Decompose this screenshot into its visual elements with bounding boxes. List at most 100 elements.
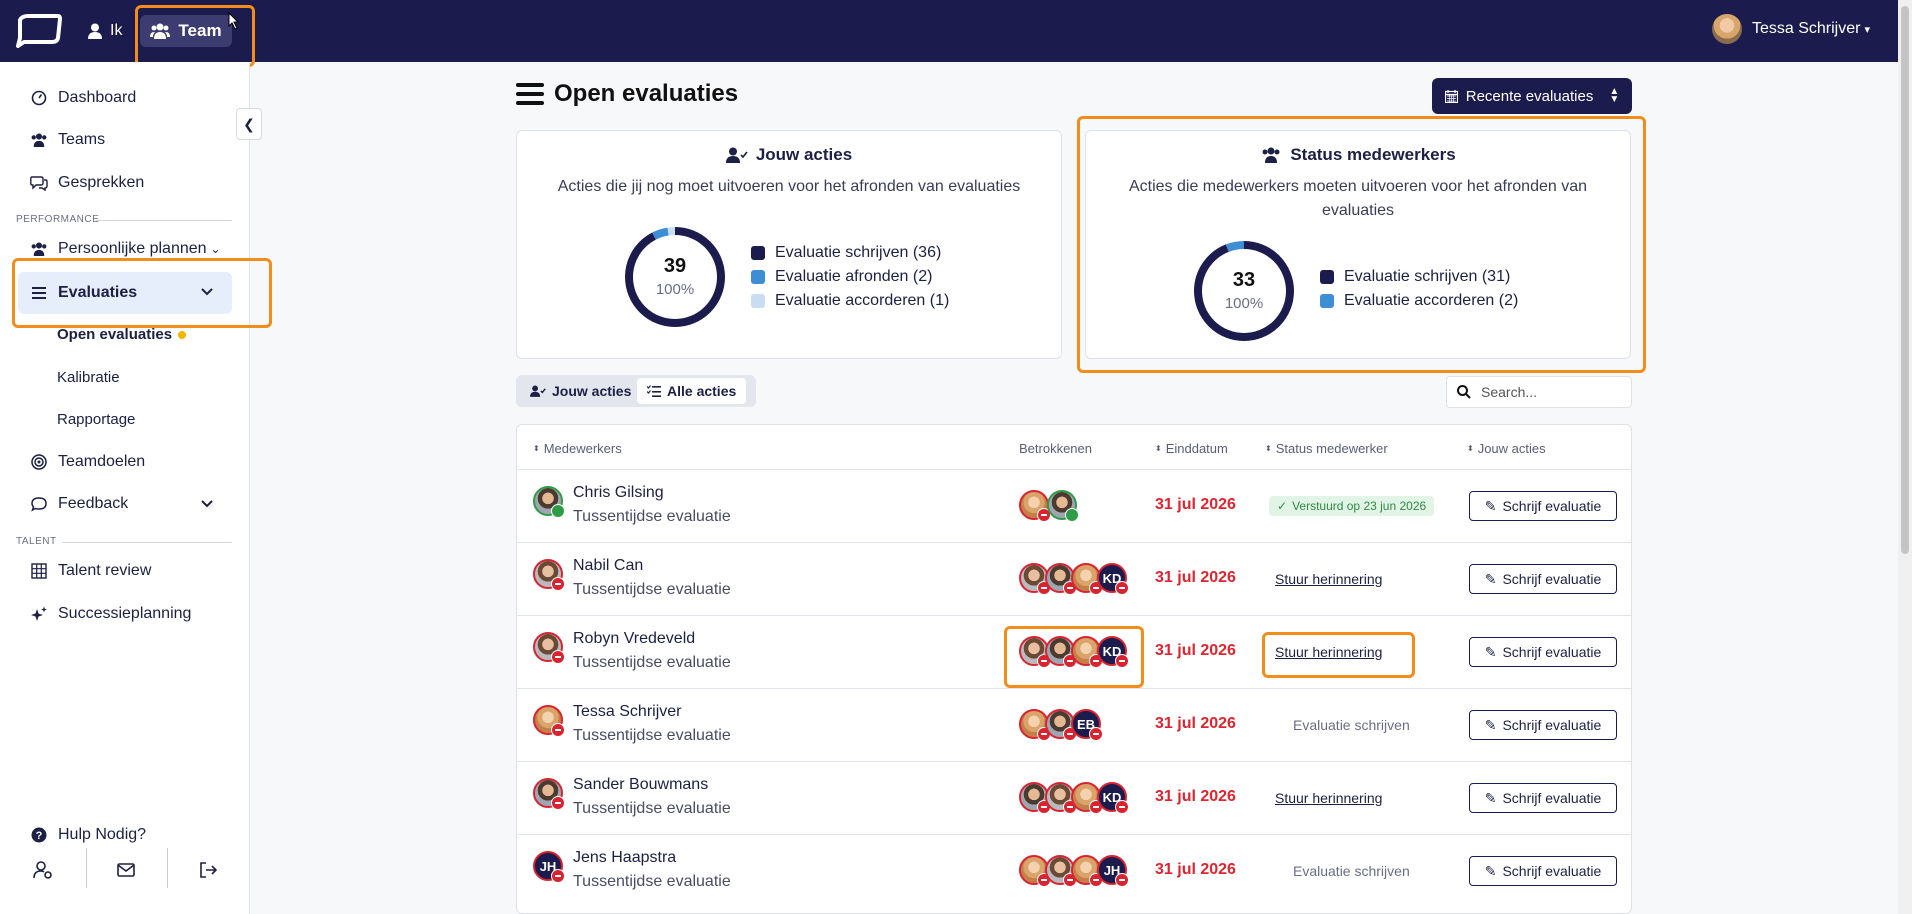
sidebar-sub-kalibratie[interactable]: Kalibratie (57, 369, 120, 386)
table-row[interactable]: Robyn Vredeveld Tussentijdse evaluatie K… (517, 615, 1631, 688)
sidebar-item-dashboard[interactable]: Dashboard (30, 81, 136, 115)
employee-name[interactable]: Robyn Vredeveld (573, 630, 696, 647)
recent-evaluations-dropdown[interactable]: Recente evaluaties ▲ ▼ (1432, 78, 1632, 114)
sidebar-item-label: Dashboard (58, 89, 137, 106)
table-row[interactable]: Sander Bouwmans Tussentijdse evaluatie K… (517, 761, 1631, 834)
user-menu[interactable]: Tessa Schrijver ▾ (1711, 14, 1870, 44)
sidebar-item-teams[interactable]: Teams (30, 123, 105, 157)
table-row[interactable]: JH Jens Haapstra Tussentijdse evaluatie … (517, 834, 1631, 907)
scrollbar-thumb[interactable] (1901, 6, 1909, 554)
collapse-sidebar-button[interactable]: ❮ (236, 108, 262, 140)
search-input[interactable]: Search... (1446, 376, 1632, 408)
donut-total: 33 (1232, 269, 1256, 291)
write-evaluation-button[interactable]: ✎ Schrijf evaluatie (1469, 564, 1617, 594)
employee-name[interactable]: Sander Bouwmans (573, 776, 709, 793)
table-row[interactable]: Tessa Schrijver Tussentijdse evaluatie E… (517, 688, 1631, 761)
table-row[interactable]: Nabil Can Tussentijdse evaluatie KD 31 j… (517, 542, 1631, 615)
chevron-down-icon[interactable] (201, 288, 213, 296)
mouse-cursor-icon (228, 12, 240, 30)
column-header-acties[interactable]: ⬍ Jouw acties (1467, 441, 1546, 456)
legend-swatch (1320, 294, 1334, 308)
sidebar-item-persoonlijke-plannen[interactable]: Persoonlijke plannen ⌄ (30, 232, 221, 266)
recent-evaluations-label: Recente evaluaties (1465, 87, 1594, 105)
write-evaluation-button[interactable]: ✎ Schrijf evaluatie (1469, 710, 1617, 740)
user-avatar (1711, 14, 1742, 44)
search-icon (1457, 385, 1471, 399)
write-evaluation-button[interactable]: ✎ Schrijf evaluatie (1469, 856, 1617, 886)
help-circle-icon: ? (30, 826, 48, 844)
sidebar: Dashboard Teams Gesprekken PERFORMANCE P… (0, 62, 272, 914)
section-label-performance: PERFORMANCE (16, 214, 100, 225)
sidebar-item-talent-review[interactable]: Talent review (30, 554, 151, 588)
send-reminder-link[interactable]: Stuur herinnering (1275, 790, 1383, 806)
send-reminder-link[interactable]: Stuur herinnering (1275, 644, 1383, 660)
hamburger-icon[interactable] (516, 83, 544, 105)
pencil-icon: ✎ (1484, 643, 1497, 660)
evaluations-table: ⬍ Medewerkers Betrokkenen ⬍ Einddatum ⬍ Sta… (516, 424, 1632, 914)
section-divider (96, 220, 232, 221)
tab-jouw-acties[interactable]: Jouw acties (520, 378, 641, 404)
pencil-icon: ✎ (1484, 862, 1497, 879)
sidebar-item-feedback[interactable]: Feedback (30, 487, 128, 521)
employee-name[interactable]: Tessa Schrijver (573, 703, 682, 720)
chevron-down-icon[interactable] (201, 500, 213, 508)
sidebar-item-evaluaties[interactable]: Evaluaties (30, 276, 137, 310)
legend-item: Evaluatie accorderen (2) (1320, 289, 1518, 313)
page-scrollbar[interactable] (1898, 0, 1912, 914)
sidebar-sub-rapportage[interactable]: Rapportage (57, 411, 136, 428)
page-title: Open evaluaties (516, 80, 738, 108)
sidebar-item-teamdoelen[interactable]: Teamdoelen (30, 445, 145, 479)
logout-icon[interactable] (198, 860, 218, 880)
sidebar-item-successieplanning[interactable]: Successieplanning (30, 597, 191, 631)
sidebar-item-label: Hulp Nodig? (58, 826, 147, 843)
involved-avatar (1045, 709, 1077, 741)
sidebar-item-label: Evaluaties (58, 284, 138, 301)
app-logo[interactable] (14, 14, 62, 48)
employee-name[interactable]: Chris Gilsing (573, 484, 664, 501)
users-icon (150, 23, 171, 39)
legend-jouw: Evaluatie schrijven (36) Evaluatie afron… (751, 241, 949, 313)
pencil-icon: ✎ (1484, 570, 1497, 587)
column-header-einddatum[interactable]: ⬍ Einddatum (1155, 441, 1228, 456)
employee-name[interactable]: Nabil Can (573, 557, 644, 574)
column-header-label: Medewerkers (543, 441, 622, 456)
nav-ik-tab[interactable]: Ik (88, 18, 122, 44)
write-evaluation-button[interactable]: ✎ Schrijf evaluatie (1469, 491, 1617, 521)
tab-alle-acties[interactable]: Alle acties (637, 378, 747, 404)
evaluation-type: Tussentijdse evaluatie (573, 873, 731, 890)
send-reminder-link[interactable]: Stuur herinnering (1275, 571, 1383, 587)
sidebar-sub-label: Open evaluaties (57, 326, 173, 343)
legend-item: Evaluatie schrijven (36) (751, 241, 949, 265)
employee-avatar (533, 705, 565, 737)
write-evaluation-button[interactable]: ✎ Schrijf evaluatie (1469, 637, 1617, 667)
employee-name[interactable]: Jens Haapstra (573, 849, 677, 866)
user-settings-icon[interactable] (33, 860, 53, 880)
section-label-talent: TALENT (16, 536, 57, 547)
nav-team-tab[interactable]: Team (140, 15, 232, 47)
sidebar-sub-open-evaluaties[interactable]: Open evaluaties (57, 326, 187, 343)
sidebar-item-hulp[interactable]: ? Hulp Nodig? (30, 818, 146, 852)
write-evaluation-button[interactable]: ✎ Schrijf evaluatie (1469, 783, 1617, 813)
sidebar-item-label: Teamdoelen (58, 453, 146, 470)
caret-down-icon: ▾ (1864, 23, 1870, 36)
evaluation-type: Tussentijdse evaluatie (573, 508, 731, 525)
card-title-text: Jouw acties (755, 145, 853, 164)
envelope-icon[interactable] (116, 860, 136, 880)
user-check-icon (530, 385, 546, 397)
sidebar-item-gesprekken[interactable]: Gesprekken (30, 166, 144, 200)
table-row[interactable]: Chris Gilsing Tussentijdse evaluatie 31 … (517, 469, 1631, 542)
involved-avatar (1071, 782, 1103, 814)
legend-label: Evaluatie schrijven (36) (775, 244, 942, 261)
chevron-down-icon: ⌄ (210, 242, 221, 256)
end-date: 31 jul 2026 (1155, 496, 1236, 513)
end-date: 31 jul 2026 (1155, 642, 1236, 659)
card-jouw-acties: Jouw acties Acties die jij nog moet uitv… (516, 130, 1062, 359)
involved-avatar (1047, 490, 1079, 522)
employee-status: Evaluatie schrijven (1293, 863, 1410, 879)
employee-status: Evaluatie schrijven (1293, 717, 1410, 733)
column-header-medewerkers[interactable]: ⬍ Medewerkers (533, 441, 622, 456)
donut-total: 39 (663, 255, 687, 277)
column-header-status[interactable]: ⬍ Status medewerker (1265, 441, 1388, 456)
pencil-icon: ✎ (1484, 789, 1497, 806)
end-date: 31 jul 2026 (1155, 569, 1236, 586)
